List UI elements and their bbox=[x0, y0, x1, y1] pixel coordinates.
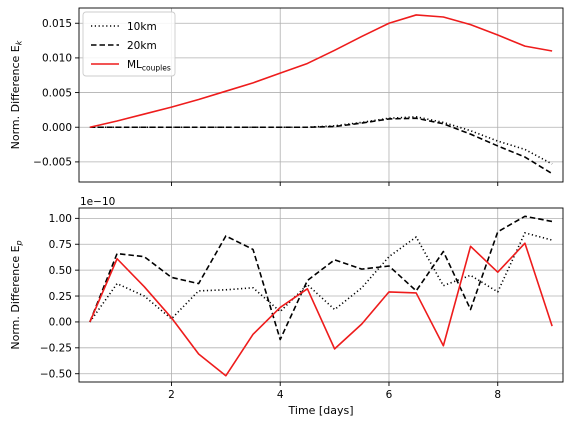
plot-frame bbox=[78, 7, 564, 183]
top-panel-energy-kinetic: −0.005 0.000 0.005 0.010 0.015 Norm. Differen… bbox=[9, 7, 564, 186]
x-tick-label: 4 bbox=[277, 389, 284, 401]
series-line-20km bbox=[89, 117, 553, 175]
series-line-ml-couples bbox=[89, 242, 553, 377]
y-tick-label: 1.00 bbox=[49, 213, 72, 225]
y-tick-label: 0.25 bbox=[49, 291, 72, 303]
x-tick-label: 8 bbox=[494, 389, 501, 401]
axis-offset-text: 1e−10 bbox=[80, 196, 115, 208]
legend-label: 20km bbox=[127, 40, 157, 52]
y-tick-label: 0.50 bbox=[49, 265, 72, 277]
series-line-10km bbox=[89, 232, 553, 323]
legend: 10km 20km MLcouples bbox=[82, 11, 176, 77]
series-line-10km bbox=[89, 116, 553, 165]
x-tick-label: 6 bbox=[386, 389, 393, 401]
y-tick-label: 0.015 bbox=[42, 18, 72, 30]
y-tick-label: 0.005 bbox=[42, 87, 72, 99]
legend-label: MLcouples bbox=[127, 59, 171, 73]
y-tick-label: −0.005 bbox=[33, 157, 72, 169]
y-tick-label: 0.00 bbox=[49, 317, 72, 329]
y-tick-label: −0.25 bbox=[40, 343, 72, 355]
y-axis-label: Norm. Difference Ep bbox=[9, 240, 24, 349]
y-tick-label: 0.000 bbox=[42, 122, 72, 134]
legend-box bbox=[82, 11, 176, 77]
y-tick-label: 0.75 bbox=[49, 239, 72, 251]
y-tick-label: −0.50 bbox=[40, 369, 72, 381]
x-axis-label: Time [days] bbox=[288, 404, 354, 417]
y-axis-label: Norm. Difference Ek bbox=[9, 40, 24, 149]
series-line-20km bbox=[89, 215, 553, 341]
plot-frame bbox=[78, 207, 564, 383]
legend-label: 10km bbox=[127, 21, 157, 33]
series-line-ml-couples bbox=[89, 14, 553, 129]
x-tick-label: 2 bbox=[168, 389, 175, 401]
y-tick-label: 0.010 bbox=[42, 53, 72, 65]
bottom-panel-energy-potential: 2 4 6 8 −0.50 −0.25 0.00 0.25 0.50 0.75 1.00 1e−10 N… bbox=[9, 196, 564, 417]
